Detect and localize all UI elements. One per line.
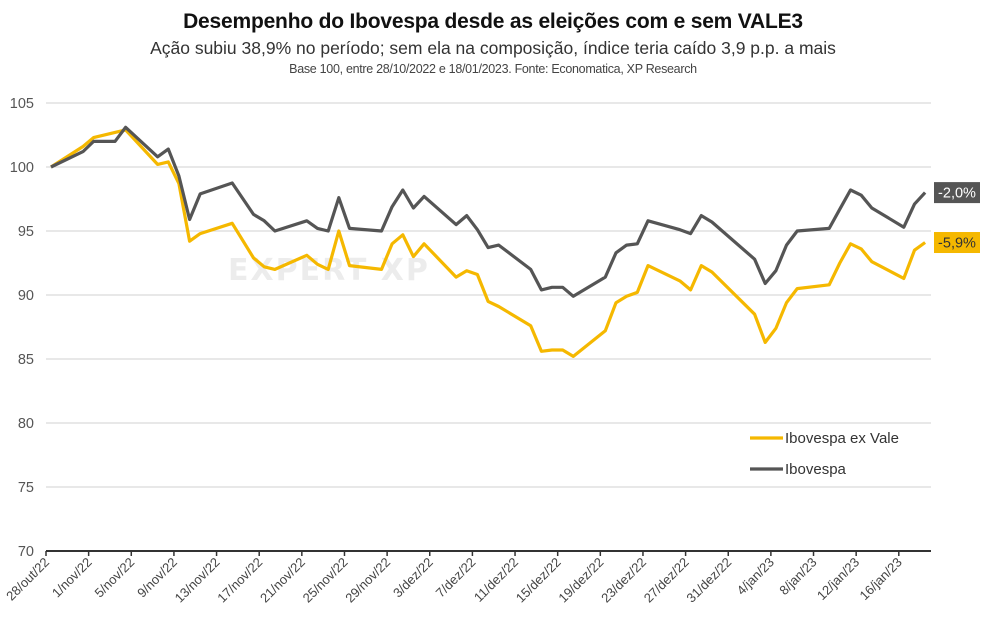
y-tick-label: 70	[18, 544, 34, 560]
x-tick-label: 12/jan/23	[814, 555, 862, 603]
x-tick-label: 28/out/22	[3, 555, 52, 604]
end-label-box	[934, 182, 980, 204]
legend-label: Ibovespa ex Vale	[785, 430, 899, 447]
x-tick-label: 29/nov/22	[342, 555, 393, 606]
x-tick-label: 31/dez/22	[683, 555, 734, 606]
legend: Ibovespa ex Vale Ibovespa	[750, 430, 899, 478]
series-line-ibovespa-ex-vale	[50, 128, 927, 358]
y-axis: 70 75 80 85 90 95 100 105	[10, 96, 34, 560]
x-tick-label: 8/jan/23	[776, 555, 819, 598]
x-tick-label: 23/dez/22	[598, 555, 649, 606]
end-label: -2,0%	[938, 186, 976, 202]
end-label-box	[934, 232, 980, 254]
end-labels: -5,9% -2,0%	[934, 182, 980, 254]
x-tick-label: 5/nov/22	[92, 555, 138, 601]
x-tick-label: 25/nov/22	[300, 555, 351, 606]
chart-title: Desempenho do Ibovespa desde as eleições…	[183, 10, 803, 33]
chart-subtitle: Ação subiu 38,9% no período; sem ela na …	[150, 38, 836, 58]
x-tick-label: 1/nov/22	[49, 555, 95, 601]
x-tick-label: 21/nov/22	[257, 555, 308, 606]
x-tick-label: 17/nov/22	[214, 555, 265, 606]
y-tick-label: 90	[18, 288, 34, 304]
series-lines	[50, 125, 927, 358]
x-tick-label: 13/nov/22	[172, 555, 223, 606]
x-tick-label: 19/dez/22	[555, 555, 606, 606]
gridlines	[46, 102, 931, 488]
x-tick-label: 15/dez/22	[513, 555, 564, 606]
x-tick-label: 3/dez/22	[390, 555, 436, 601]
chart-source-note: Base 100, entre 28/10/2022 e 18/01/2023.…	[289, 62, 697, 76]
x-axis: 28/out/221/nov/225/nov/229/nov/2213/nov/…	[3, 550, 931, 606]
y-tick-label: 95	[18, 224, 34, 240]
x-tick-label: 4/jan/23	[734, 555, 777, 598]
y-tick-label: 80	[18, 416, 34, 432]
y-tick-label: 105	[10, 96, 34, 112]
x-tick-label: 16/jan/23	[856, 555, 904, 603]
y-tick-label: 75	[18, 480, 34, 496]
series-line-ibovespa	[50, 125, 927, 298]
y-tick-label: 100	[10, 160, 34, 176]
x-tick-label: 11/dez/22	[471, 555, 521, 605]
y-tick-label: 85	[18, 352, 34, 368]
x-tick-label: 27/dez/22	[641, 555, 692, 606]
end-label: -5,9%	[938, 236, 976, 252]
legend-label: Ibovespa	[785, 461, 847, 478]
